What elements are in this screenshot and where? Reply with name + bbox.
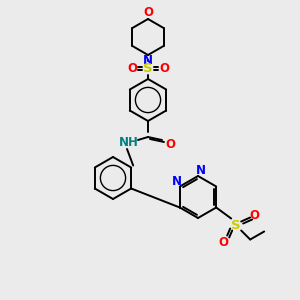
Text: N: N xyxy=(196,164,206,178)
Text: O: O xyxy=(127,61,137,74)
Text: N: N xyxy=(172,175,182,188)
Text: O: O xyxy=(218,236,228,249)
Text: O: O xyxy=(159,61,169,74)
Text: NH: NH xyxy=(119,136,139,149)
Text: S: S xyxy=(143,61,153,74)
Text: O: O xyxy=(249,209,259,222)
Text: N: N xyxy=(143,55,153,68)
Text: S: S xyxy=(231,219,241,232)
Text: O: O xyxy=(165,139,175,152)
Text: O: O xyxy=(143,7,153,20)
